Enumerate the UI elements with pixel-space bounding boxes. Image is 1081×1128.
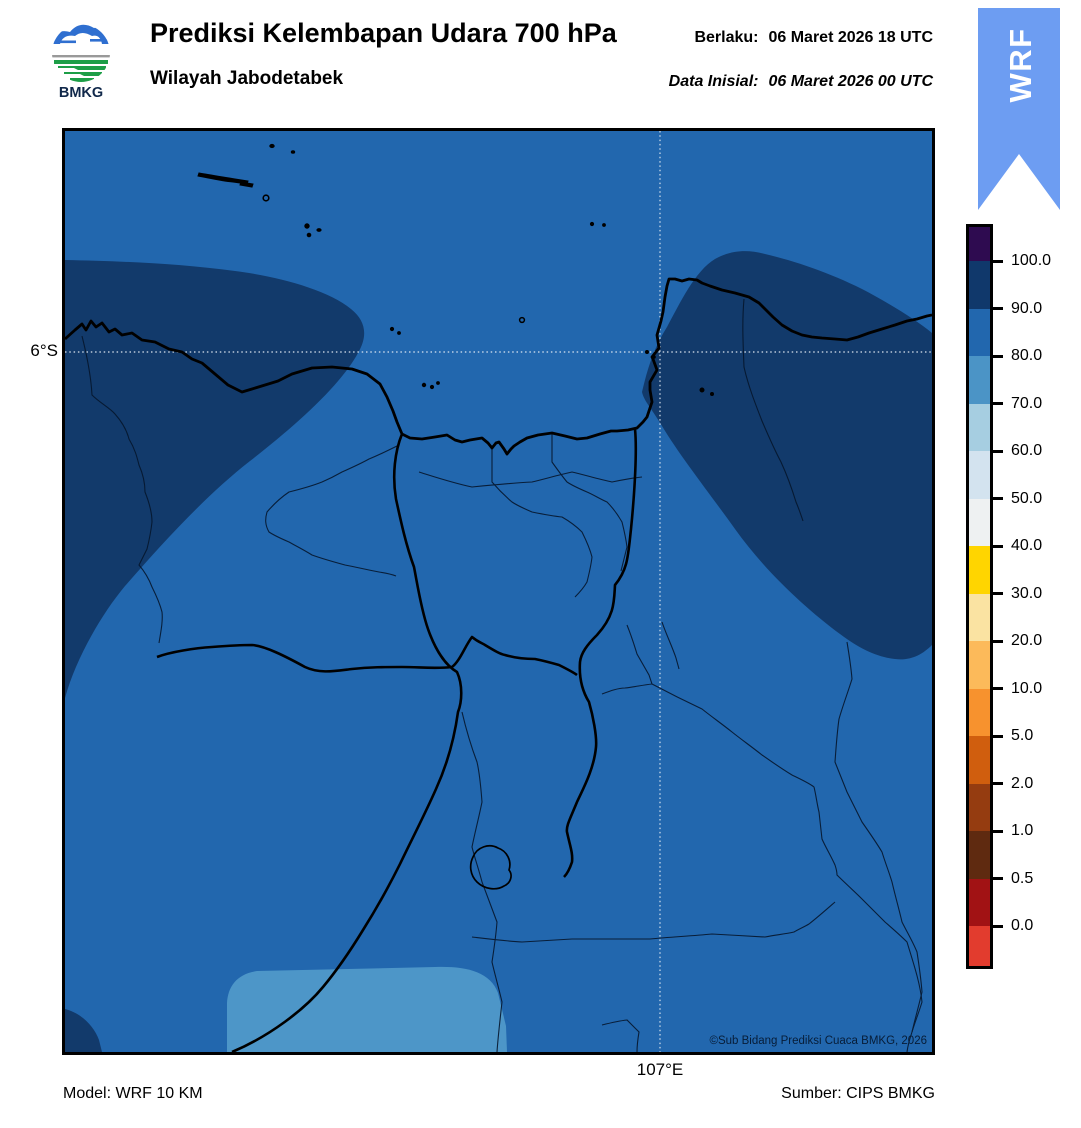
colorbar-tick: [993, 497, 1003, 500]
map-copyright: ©Sub Bidang Prediksi Cuaca BMKG, 2026: [709, 1035, 927, 1047]
colorbar-segment: [969, 783, 990, 831]
colorbar-tick: [993, 544, 1003, 548]
colorbar-tick: [993, 592, 1003, 595]
colorbar-tick-label: 30.0: [1011, 584, 1043, 602]
colorbar-segment: [969, 498, 990, 546]
colorbar-segment: [969, 227, 990, 261]
colorbar-segment: [969, 403, 990, 451]
model-label: Model: WRF 10 KM: [63, 1085, 203, 1102]
colorbar-segments: [966, 224, 993, 969]
colorbar-segment: [969, 261, 990, 309]
coastline: [65, 277, 932, 456]
init-time: Data Inisial: 06 Maret 2026 00 UTC: [669, 73, 933, 91]
colorbar-segment: [969, 736, 990, 784]
longitude-label: 107°E: [636, 1060, 684, 1079]
colorbar-tick-label: 40.0: [1011, 537, 1043, 554]
colorbar-segment: [969, 546, 990, 594]
colorbar-tick-label: 5.0: [1011, 727, 1034, 744]
colorbar-segment: [969, 878, 990, 926]
colorbar-tick-label: 2.0: [1011, 774, 1034, 792]
colorbar-tick-label: 20.0: [1011, 632, 1043, 649]
colorbar-tick: [993, 639, 1003, 643]
colorbar-segment: [969, 926, 990, 966]
islands: [197, 143, 714, 396]
colorbar-tick-label: 70.0: [1011, 394, 1043, 412]
colorbar-segment: [969, 593, 990, 641]
forecast-map: ©Sub Bidang Prediksi Cuaca BMKG, 2026: [62, 128, 935, 1055]
colorbar-tick-label: 60.0: [1011, 442, 1043, 459]
humidity-90-100-contour: [65, 251, 932, 1052]
colorbar-tick-label: 50.0: [1011, 489, 1043, 507]
regency-boundaries: [81, 298, 923, 1052]
ribbon-shape: [978, 8, 1060, 210]
colorbar-tick: [993, 687, 1003, 690]
colorbar-tick-label: 90.0: [1011, 299, 1043, 317]
colorbar-segment: [969, 308, 990, 356]
colorbar-tick-label: 0.0: [1011, 917, 1034, 934]
bmkg-logo: BMKG: [52, 24, 110, 101]
colorbar-tick-label: 10.0: [1011, 679, 1043, 697]
source-label: Sumber: CIPS BMKG: [781, 1085, 935, 1102]
colorbar-tick-label: 100.0: [1011, 252, 1052, 269]
init-time-value: 06 Maret 2026 00 UTC: [768, 73, 933, 90]
colorbar-segment: [969, 356, 990, 404]
logo-art: [52, 24, 110, 82]
colorbar-tick: [993, 402, 1003, 405]
city-boundary-loop: [469, 845, 512, 890]
colorbar-segment: [969, 641, 990, 689]
valid-time: Berlaku: 06 Maret 2026 18 UTC: [694, 29, 933, 47]
colorbar-segment: [969, 831, 990, 879]
colorbar-tick-label: 80.0: [1011, 347, 1043, 364]
colorbar-tick: [993, 924, 1003, 928]
valid-time-value: 06 Maret 2026 18 UTC: [768, 29, 933, 46]
colorbar-tick-label: 1.0: [1011, 822, 1034, 839]
colorbar-tick: [993, 877, 1003, 880]
colorbar-tick: [993, 259, 1003, 263]
init-time-label: Data Inisial:: [668, 73, 759, 90]
map-canvas: ©Sub Bidang Prediksi Cuaca BMKG, 2026: [65, 131, 932, 1052]
colorbar-tick: [993, 449, 1003, 453]
page-title: Prediksi Kelembapan Udara 700 hPa: [150, 18, 617, 48]
province-boundaries: [156, 428, 638, 1052]
colorbar-tick: [993, 782, 1003, 785]
colorbar-tick: [993, 307, 1003, 310]
wrf-ribbon: WRF: [978, 8, 1060, 210]
latitude-label: 6°S: [30, 341, 58, 360]
humidity-70-80-contour: [227, 966, 507, 1052]
colorbar-tick: [993, 354, 1003, 358]
colorbar-tick: [993, 734, 1003, 738]
colorbar-segment: [969, 451, 990, 499]
graticule-gridlines: [65, 131, 932, 1052]
colorbar-tick-label: 0.5: [1011, 869, 1034, 887]
colorbar-tick: [993, 829, 1003, 833]
ribbon-label: WRF: [1003, 27, 1038, 102]
page-subtitle: Wilayah Jabodetabek: [150, 68, 344, 89]
logo-wordmark: BMKG: [59, 85, 103, 101]
valid-time-label: Berlaku:: [694, 29, 759, 46]
colorbar-segment: [969, 688, 990, 736]
